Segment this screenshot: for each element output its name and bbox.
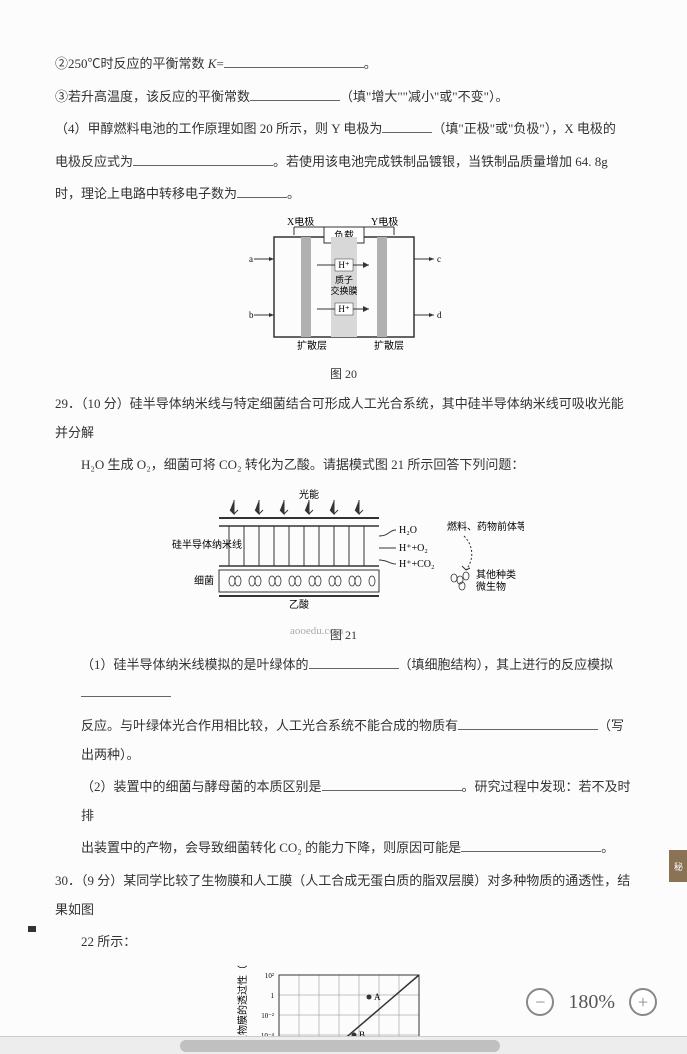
svg-text:硅半导体纳米线: 硅半导体纳米线 bbox=[172, 538, 242, 551]
svg-text:光能: 光能 bbox=[299, 488, 319, 501]
q4-line: （4）甲醇燃料电池的工作原理如图 20 所示，则 Y 电极为（填"正极"或"负极… bbox=[55, 115, 632, 144]
blank bbox=[461, 838, 601, 852]
svg-text:10²: 10² bbox=[264, 972, 273, 980]
q4-line3: 时，理论上电路中转移电子数为。 bbox=[55, 180, 632, 209]
svg-text:a: a bbox=[249, 254, 253, 264]
svg-text:1: 1 bbox=[270, 992, 274, 1000]
q29-2b: 出装置中的产物，会导致细菌转化 CO₂ 的能力下降，则原因可能是。 bbox=[55, 834, 632, 863]
svg-text:乙酸: 乙酸 bbox=[289, 598, 309, 611]
svg-text:H₂O: H₂O bbox=[399, 525, 417, 536]
q3-line: ③若升高温度，该反应的平衡常数（填"增大""减小"或"不变"）。 bbox=[55, 83, 632, 112]
svg-text:微生物: 微生物 bbox=[476, 580, 506, 593]
scrollbar-thumb[interactable] bbox=[180, 1040, 500, 1052]
svg-text:H⁺+O₂: H⁺+O₂ bbox=[399, 543, 428, 554]
svg-text:交换膜: 交换膜 bbox=[330, 285, 357, 296]
svg-text:H⁺: H⁺ bbox=[338, 260, 349, 270]
zoom-in-button[interactable]: + bbox=[629, 988, 657, 1016]
horizontal-scrollbar[interactable] bbox=[0, 1036, 687, 1054]
blank bbox=[309, 655, 399, 669]
q29-1: （1）硅半导体纳米线模拟的是叶绿体的（填细胞结构），其上进行的反应模拟 bbox=[55, 651, 632, 708]
q29: 29．（10 分）硅半导体纳米线与特定细菌结合可形成人工光合系统，其中硅半导体纳… bbox=[55, 390, 632, 447]
svg-text:扩散层: 扩散层 bbox=[297, 339, 327, 352]
svg-text:H⁺: H⁺ bbox=[338, 304, 349, 314]
svg-text:c: c bbox=[437, 254, 441, 264]
svg-text:燃料、药物前体等: 燃料、药物前体等 bbox=[447, 520, 524, 533]
blank bbox=[224, 54, 364, 68]
svg-text:H⁺+CO₂: H⁺+CO₂ bbox=[399, 559, 435, 570]
blank bbox=[237, 184, 287, 198]
zoom-controls: − 180% + bbox=[526, 988, 657, 1016]
q2-line: ②250℃时反应的平衡常数 K=。 bbox=[55, 50, 632, 79]
q29-2: （2）装置中的细菌与酵母菌的本质区别是。研究过程中发现：若不及时排 bbox=[55, 773, 632, 830]
svg-text:细菌: 细菌 bbox=[194, 574, 214, 587]
fig20-caption: 图 20 bbox=[55, 365, 632, 382]
q30-l2: 22 所示： bbox=[55, 928, 632, 957]
svg-text:10⁻²: 10⁻² bbox=[261, 1012, 274, 1020]
q29-l2: H₂O 生成 O₂，细菌可将 CO₂ 转化为乙酸。请据模式图 21 所示回答下列… bbox=[55, 451, 632, 480]
q30: 30．（9 分）某同学比较了生物膜和人工膜（人工合成无蛋白质的脂双层膜）对多种物… bbox=[55, 867, 632, 924]
svg-text:X电极: X电极 bbox=[287, 217, 314, 228]
q4-line2: 电极反应式为。若使用该电池完成铁制品镀银，当铁制品质量增加 64. 8g bbox=[55, 148, 632, 177]
fig21-caption: 图 21 bbox=[55, 626, 632, 643]
svg-text:其他种类: 其他种类 bbox=[476, 568, 516, 581]
blank bbox=[458, 716, 598, 730]
svg-text:Y电极: Y电极 bbox=[371, 217, 398, 228]
zoom-level: 180% bbox=[568, 991, 615, 1014]
blank bbox=[133, 152, 273, 166]
page-marker bbox=[28, 920, 48, 930]
blank bbox=[250, 87, 340, 101]
figure-20: 负载 X电极 Y电极 H⁺ 质子 交换膜 H⁺ a b c d 扩散层 扩散层 … bbox=[55, 217, 632, 382]
blank bbox=[382, 119, 432, 133]
blank bbox=[322, 777, 462, 791]
q29-1b: 反应。与叶绿体光合作用相比较，人工光合系统不能合成的物质有（写出两种）。 bbox=[55, 712, 632, 769]
svg-text:d: d bbox=[437, 310, 442, 320]
svg-text:生物膜的透过性（cm·s⁻¹）: 生物膜的透过性（cm·s⁻¹） bbox=[236, 965, 249, 1045]
svg-text:b: b bbox=[249, 310, 254, 320]
blank bbox=[81, 683, 171, 697]
svg-text:质子: 质子 bbox=[334, 274, 352, 285]
watermark: aooedu.com bbox=[290, 625, 343, 637]
svg-text:A: A bbox=[374, 992, 381, 1002]
figure-21: 光能 硅半导体纳米线 细菌 乙酸 H₂O H⁺+O₂ H⁺+CO₂ 燃料、药物前… bbox=[55, 488, 632, 643]
svg-text:扩散层: 扩散层 bbox=[374, 339, 404, 352]
zoom-out-button[interactable]: − bbox=[526, 988, 554, 1016]
side-badge[interactable]: 秘 bbox=[669, 850, 687, 882]
